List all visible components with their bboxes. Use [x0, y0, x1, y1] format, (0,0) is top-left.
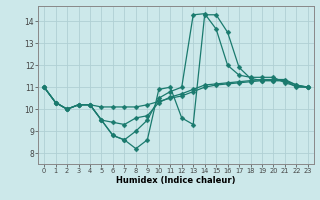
X-axis label: Humidex (Indice chaleur): Humidex (Indice chaleur): [116, 176, 236, 185]
